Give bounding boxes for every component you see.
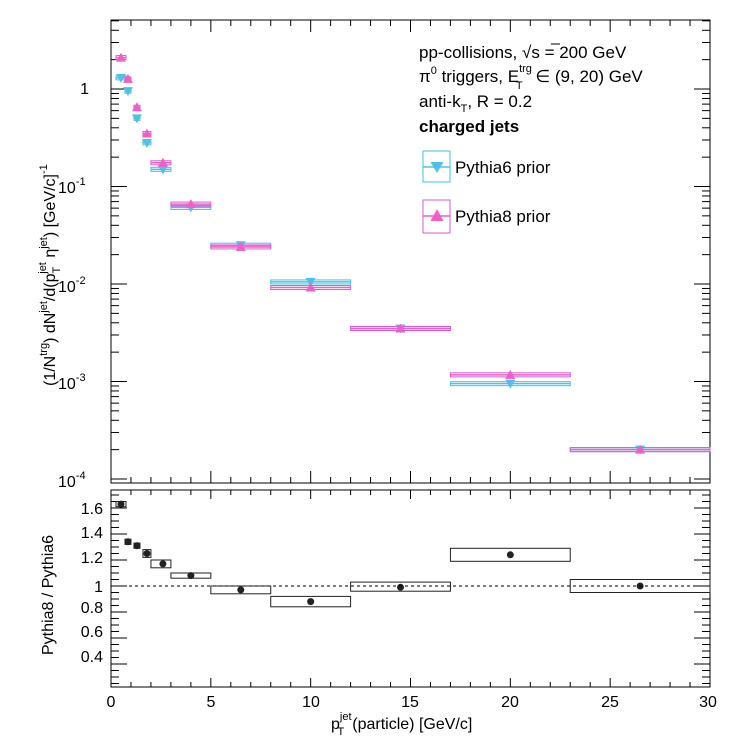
legend-entry-pythia8: Pythia8 prior: [422, 199, 551, 234]
legend-line-algorithm: anti-kT, R = 0.2: [419, 92, 532, 115]
legend-marker-pythia8: [430, 209, 444, 221]
legend-label-pythia8: Pythia8 prior: [455, 207, 551, 226]
ratio-syst-box: [569, 579, 711, 593]
ratio-point: [117, 500, 125, 508]
legend-entry-pythia6: Pythia6 prior: [422, 150, 551, 183]
ratio-syst-box: [350, 581, 451, 592]
top-y-tick-label: 10-3: [58, 372, 86, 393]
bottom-panel-data: [115, 500, 711, 608]
pythia6-point: [131, 114, 142, 124]
top-y-tick-label: 10-2: [58, 275, 86, 296]
pythia6-point: [115, 73, 126, 83]
ratio-point: [307, 598, 315, 606]
bottom-panel-frame: [110, 489, 711, 688]
legend-line-jet-type: charged jets: [419, 117, 519, 136]
pythia8-point: [157, 157, 168, 167]
legend-line-collisions: pp-collisions, √s = 200 GeV: [419, 43, 627, 62]
x-tick-labels: 0 5 10 15 20 25 30: [107, 694, 717, 711]
pythia8-point: [635, 444, 646, 454]
top-panel-frame: [110, 19, 711, 484]
pythia6-point: [505, 379, 516, 389]
x-tick-label: 0: [107, 694, 116, 711]
pythia8-point: [122, 73, 133, 83]
bottom-y-axis-title: Pythia8 / Pythia6: [40, 535, 57, 655]
top-y-tick-label: 10-4: [58, 470, 86, 491]
top-panel-data: [115, 52, 711, 455]
bottom-y-tick-label: 1: [94, 579, 103, 596]
bottom-y-tick-label: 0.4: [81, 649, 103, 666]
ratio-point: [124, 538, 132, 546]
ratio-syst-box: [210, 585, 272, 595]
bottom-y-tick-label: 0.8: [81, 600, 103, 617]
x-tick-label: 30: [699, 694, 717, 711]
bottom-y-tick-label: 0.6: [81, 624, 103, 641]
top-panel-ticks: [110, 20, 711, 483]
legend-label-pythia6: Pythia6 prior: [455, 158, 551, 177]
legend-line-triggers: π0 triggers, Etrg T ∈ (9, 20) GeV: [419, 63, 643, 92]
x-tick-label: 10: [302, 694, 320, 711]
top-y-axis-title: (1/Ntrg) dNjet/d(pTjet ηjet) [GeV/c]-1: [37, 164, 63, 386]
ratio-point: [133, 542, 141, 550]
pythia6-point: [141, 138, 152, 148]
ratio-point: [237, 586, 245, 594]
ratio-syst-box: [270, 595, 352, 608]
pythia8-point: [141, 128, 152, 138]
ratio-syst-box: [449, 547, 571, 562]
x-tick-label: 25: [601, 694, 619, 711]
ratio-syst-box: [150, 559, 172, 569]
pythia6-point: [122, 87, 133, 97]
pythia8-point: [115, 52, 126, 62]
top-y-tick-label: 10-1: [58, 176, 86, 197]
top-y-tick-labels: 1 10-1 10-2 10-3 10-4: [58, 81, 89, 491]
bottom-y-tick-label: 1.4: [81, 525, 103, 542]
pythia8-point: [305, 282, 316, 292]
pythia8-point: [131, 102, 142, 112]
pythia6-point: [157, 165, 168, 175]
pythia8-point: [395, 323, 406, 333]
ratio-point: [159, 560, 167, 568]
bottom-y-tick-label: 1.2: [81, 550, 103, 567]
legend-marker-pythia6: [430, 162, 444, 173]
pythia8-point: [185, 199, 196, 209]
bottom-y-tick-label: 1.6: [81, 501, 103, 518]
pythia8-point: [505, 369, 516, 379]
ratio-point: [506, 551, 514, 559]
ratio-point: [187, 572, 195, 580]
pythia6-point: [305, 277, 316, 287]
x-tick-label: 20: [501, 694, 519, 711]
bottom-y-tick-labels: 1.6 1.4 1.2 1 0.8 0.6 0.4: [81, 501, 103, 666]
ratio-syst-box: [142, 549, 152, 558]
x-tick-label: 5: [207, 694, 216, 711]
ratio-point: [143, 550, 151, 557]
ratio-point: [397, 583, 405, 591]
x-tick-label: 15: [401, 694, 419, 711]
pythia8-point: [235, 241, 246, 251]
top-y-tick-label: 1: [80, 81, 89, 98]
bottom-panel-ticks: [110, 490, 711, 687]
x-axis-title: pjet T (particle) [GeV/c]: [331, 711, 472, 738]
